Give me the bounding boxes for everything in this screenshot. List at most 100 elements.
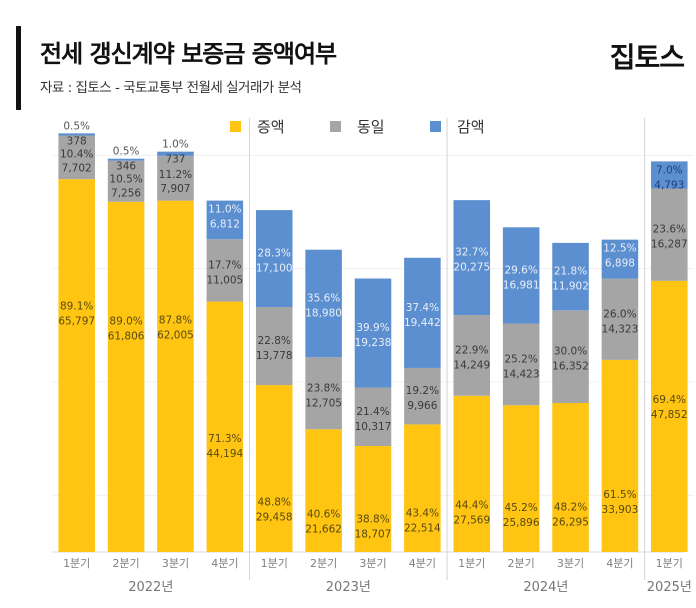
- bar-decrease: [157, 151, 194, 156]
- bar-same: [552, 310, 589, 403]
- data-label-percent: 89.0%: [109, 315, 142, 327]
- year-label: 2025년: [647, 580, 692, 595]
- data-label-value: 16,352: [552, 361, 589, 373]
- brand-logo: 집토스: [609, 41, 685, 74]
- data-label-percent: 30.0%: [554, 346, 587, 358]
- data-label-value: 378: [67, 135, 87, 147]
- data-label-value: 18,707: [355, 528, 392, 540]
- year-label: 2023년: [326, 580, 371, 595]
- year-label: 2022년: [128, 580, 173, 595]
- bar-decrease: [305, 249, 342, 358]
- x-tick-label: 1분기: [656, 557, 683, 570]
- bar-same: [453, 315, 491, 396]
- bar-same: [354, 387, 392, 446]
- bar-increase: [107, 201, 145, 553]
- data-label-value: 11,005: [206, 274, 243, 286]
- data-label-percent: 40.6%: [307, 509, 340, 521]
- data-label-value: 20,275: [453, 262, 490, 274]
- data-label-value: 26,295: [552, 516, 589, 528]
- data-label-percent: 35.6%: [307, 292, 340, 304]
- data-label-percent: 10.5%: [109, 174, 142, 186]
- data-label-value: 6,898: [605, 258, 635, 270]
- data-label-value: 14,423: [503, 368, 540, 380]
- x-tick-label: 4분기: [211, 557, 238, 570]
- bar-same: [651, 188, 688, 281]
- data-label-percent: 45.2%: [504, 502, 537, 514]
- legend-item-same: 동일: [330, 116, 430, 137]
- data-label-value: 29,458: [256, 511, 293, 523]
- bar-decrease: [255, 210, 293, 307]
- data-label-percent: 48.8%: [258, 496, 291, 508]
- x-tick-label: 1분기: [458, 557, 485, 570]
- data-label-percent: 12.5%: [603, 243, 636, 255]
- bar-increase: [552, 402, 589, 552]
- data-label-percent: 28.3%: [258, 248, 291, 260]
- bar-decrease: [404, 257, 441, 368]
- bar-same: [206, 239, 244, 302]
- data-label-percent: 69.4%: [653, 394, 686, 406]
- data-label-value: 19,442: [404, 317, 441, 329]
- x-tick-label: 1분기: [63, 557, 90, 570]
- bar-increase: [255, 385, 293, 552]
- data-label-value: 737: [165, 154, 185, 166]
- data-label-value: 13,778: [256, 350, 293, 362]
- bar-increase: [354, 445, 392, 552]
- x-tick-label: 3분기: [162, 557, 189, 570]
- data-label-value: 7,256: [111, 188, 141, 200]
- bar-increase: [58, 179, 95, 552]
- data-label-percent: 25.2%: [504, 353, 537, 365]
- bar-decrease: [107, 158, 145, 161]
- bar-decrease: [206, 200, 244, 240]
- data-label-percent: 26.0%: [603, 308, 636, 320]
- x-tick-label: 2분기: [112, 557, 139, 570]
- data-label-percent: 19.2%: [406, 385, 439, 397]
- data-label-percent: 29.6%: [504, 264, 537, 276]
- data-label-value: 11,902: [552, 281, 589, 293]
- bar-increase: [305, 429, 342, 552]
- data-label-percent: 87.8%: [159, 315, 192, 327]
- legend-item-increase: 증액: [230, 116, 330, 137]
- legend-swatch-same: [330, 121, 341, 132]
- data-label-value: 18,980: [305, 307, 342, 319]
- data-label-percent: 17.7%: [208, 259, 241, 271]
- x-tick-label: 3분기: [359, 557, 386, 570]
- data-label-percent: 61.5%: [603, 489, 636, 501]
- data-label-percent: 38.8%: [356, 513, 389, 525]
- data-label-value: 7,907: [160, 183, 190, 195]
- data-label-value: 44,194: [206, 448, 243, 460]
- data-label-value: 9,966: [407, 400, 437, 412]
- data-label-value: 19,238: [355, 337, 392, 349]
- data-label-percent: 22.9%: [455, 344, 488, 356]
- data-label-percent: 71.3%: [208, 433, 241, 445]
- bar-decrease: [354, 278, 392, 388]
- bar-increase: [601, 359, 639, 552]
- data-label-value: 65,797: [58, 316, 95, 328]
- bar-same: [58, 135, 95, 180]
- bar-same: [305, 357, 342, 430]
- data-label-value: 25,896: [503, 517, 540, 529]
- data-label-value: 346: [116, 161, 136, 173]
- data-label-percent: 32.7%: [455, 247, 488, 259]
- data-label-percent: 10.4%: [60, 149, 93, 161]
- data-label-percent: 0.5%: [113, 146, 140, 158]
- data-label-percent: 22.8%: [258, 335, 291, 347]
- data-label-value: 61,806: [108, 330, 145, 342]
- data-label-percent: 0.5%: [63, 120, 90, 132]
- legend-label-decrease: 감액: [457, 118, 485, 136]
- data-label-value: 4,793: [654, 179, 684, 191]
- chart-legend: 증액 동일 감액: [230, 116, 530, 137]
- data-label-percent: 43.4%: [406, 507, 439, 519]
- x-tick-label: 2분기: [310, 557, 337, 570]
- data-label-percent: 11.0%: [208, 204, 241, 216]
- data-label-percent: 1.0%: [162, 139, 189, 151]
- data-label-percent: 39.9%: [356, 322, 389, 334]
- legend-label-increase: 증액: [257, 118, 285, 136]
- legend-swatch-increase: [230, 121, 241, 132]
- legend-swatch-decrease: [430, 121, 441, 132]
- bar-increase: [651, 280, 688, 552]
- data-label-value: 7,702: [62, 163, 92, 175]
- bar-increase: [206, 301, 244, 552]
- bar-increase: [404, 424, 441, 552]
- legend-item-decrease: 감액: [430, 116, 530, 137]
